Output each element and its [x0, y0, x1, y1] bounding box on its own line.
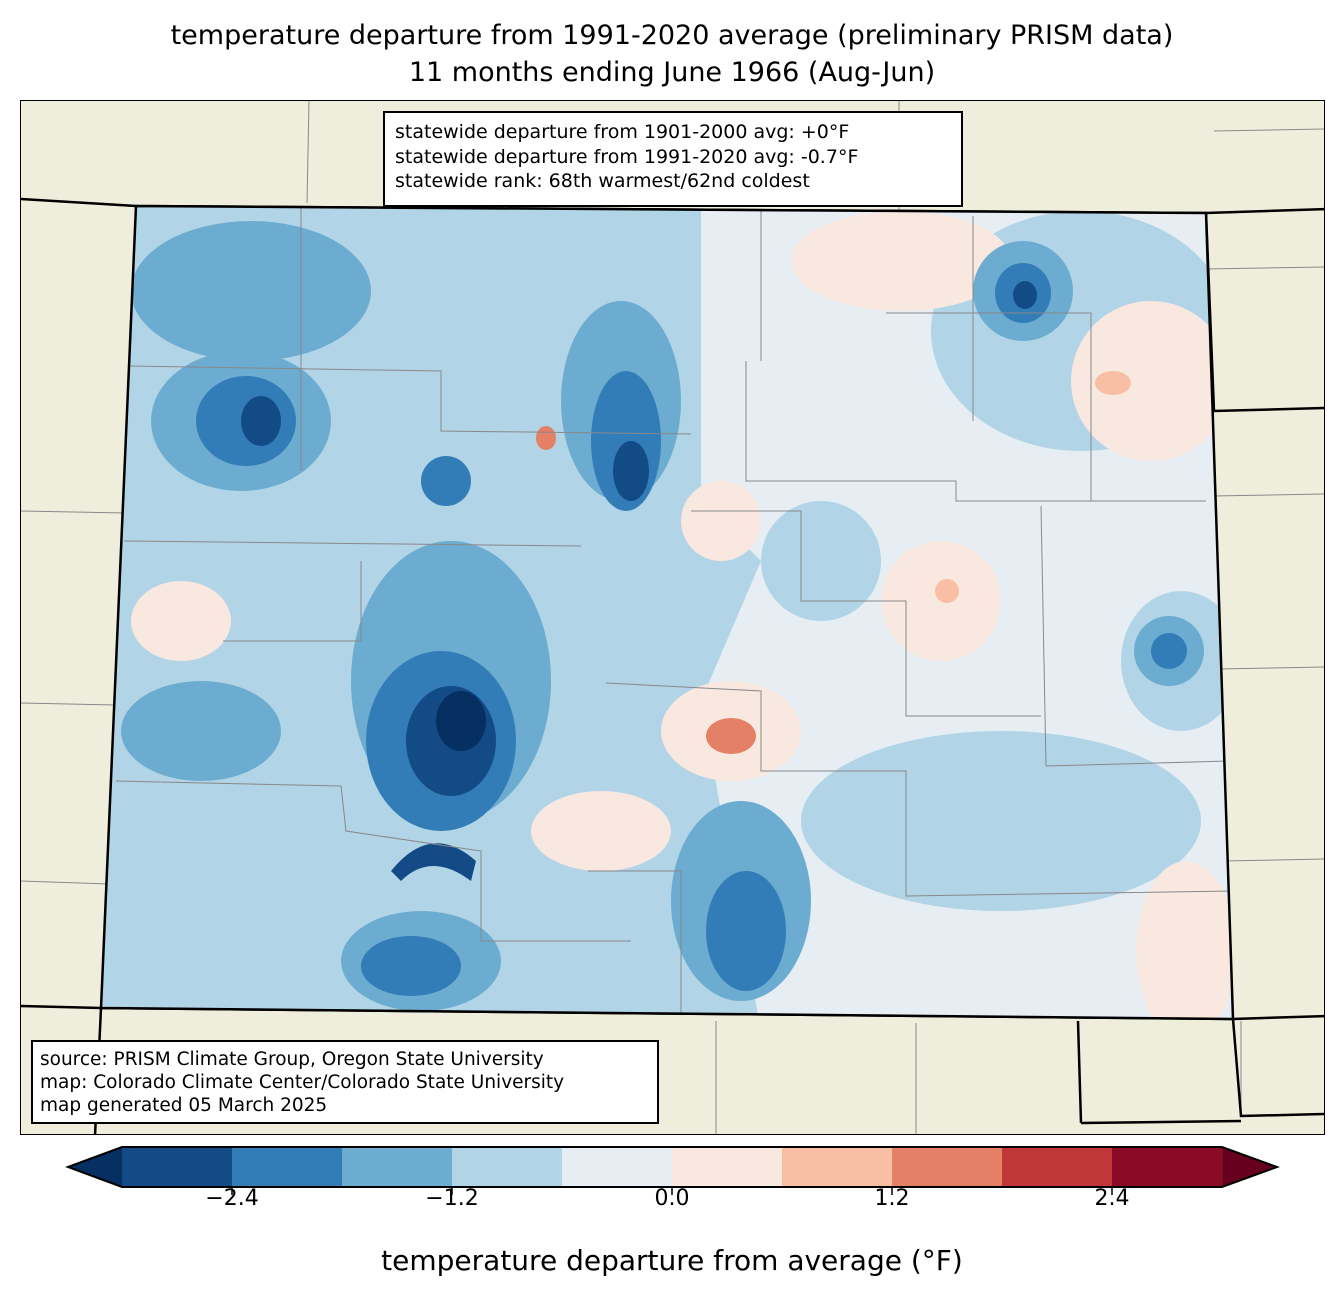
map-subtitle: 11 months ending June 1966 (Aug-Jun) — [408, 57, 936, 88]
stats-departure-1901-2000: statewide departure from 1901-2000 avg: … — [395, 121, 850, 143]
colorbar-segment — [672, 1147, 783, 1187]
colorbar-segment — [562, 1147, 673, 1187]
colorbar-under-arrow — [68, 1147, 122, 1187]
neighbor-state-borders — [21, 101, 1324, 1134]
colorbar-segment — [232, 1147, 343, 1187]
colorbar-over-arrow — [1222, 1147, 1277, 1187]
generated-date: map generated 05 March 2025 — [40, 1095, 328, 1116]
map-title: temperature departure from 1991-2020 ave… — [170, 20, 1174, 51]
colorbar-segment — [342, 1147, 453, 1187]
colorbar-segment — [782, 1147, 893, 1187]
statewide-stats-box: statewide departure from 1901-2000 avg: … — [383, 111, 963, 207]
colorbar-segment — [1002, 1147, 1113, 1187]
colorbar-tick-label: −1.2 — [425, 1186, 479, 1211]
colorbar-segment — [1112, 1147, 1223, 1187]
colorbar-segment — [122, 1147, 233, 1187]
map-canvas — [21, 101, 1324, 1134]
stats-rank: statewide rank: 68th warmest/62nd coldes… — [395, 170, 810, 192]
colorbar-tick-label: 1.2 — [874, 1186, 910, 1211]
temperature-departure-field — [101, 206, 1233, 1019]
source-box: source: PRISM Climate Group, Oregon Stat… — [31, 1040, 659, 1124]
colorbar-segment — [892, 1147, 1003, 1187]
colorbar-outline — [65, 1146, 1280, 1188]
colorbar — [65, 1146, 1280, 1195]
source-credit: source: PRISM Climate Group, Oregon Stat… — [40, 1049, 544, 1070]
colorbar-tick-label: 0.0 — [654, 1186, 690, 1211]
colorado-map — [20, 100, 1325, 1135]
colorbar-tick-label: −2.4 — [205, 1186, 259, 1211]
colorbar-label: temperature departure from average (°F) — [381, 1244, 963, 1277]
colorbar-tick-label: 2.4 — [1094, 1186, 1130, 1211]
colorbar-segment — [452, 1147, 563, 1187]
map-credit: map: Colorado Climate Center/Colorado St… — [40, 1072, 565, 1093]
stats-departure-1991-2020: statewide departure from 1991-2020 avg: … — [395, 145, 859, 168]
